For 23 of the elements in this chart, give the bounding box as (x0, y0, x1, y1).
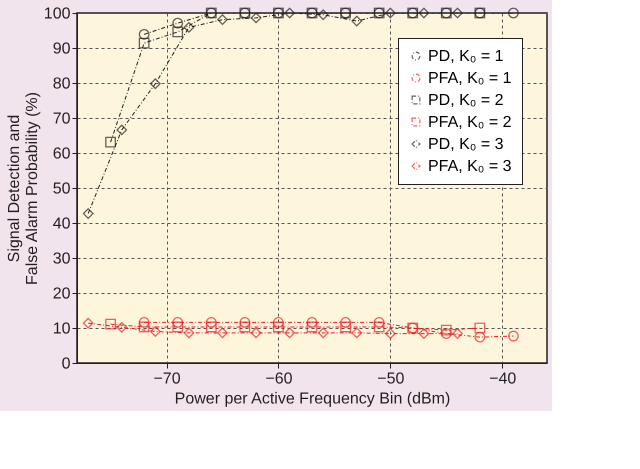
legend-label: PD, K₀ = 2 (428, 92, 504, 109)
y-tick-label: 20 (52, 286, 71, 302)
x-tick-label: −50 (377, 370, 405, 388)
y-tick-label: 40 (52, 216, 71, 232)
x-tick-label: −60 (265, 370, 293, 388)
y-tick-label: 0 (62, 356, 71, 372)
legend-label: PD, K₀ = 3 (428, 136, 504, 153)
y-tick-label: 50 (52, 180, 71, 198)
x-tick-label: −70 (153, 370, 181, 388)
y-tick-label: 30 (52, 250, 71, 268)
y-tick-label: 10 (52, 320, 71, 338)
x-tick-label: −40 (489, 370, 516, 388)
legend-label: PFA, K₀ = 3 (428, 158, 512, 175)
legend-label: PD, K₀ = 1 (428, 48, 504, 65)
x-axis-title: Power per Active Frequency Bin (dBm) (174, 390, 450, 408)
legend-label: PFA, K₀ = 1 (428, 70, 512, 87)
y-tick-label: 70 (52, 110, 71, 128)
y-tick-label: 60 (52, 146, 71, 162)
y-tick-label: 100 (44, 6, 71, 22)
legend-label: PFA, K₀ = 2 (428, 114, 512, 131)
y-tick-label: 90 (52, 40, 71, 58)
y-tick-label: 80 (52, 76, 71, 92)
y-axis-title: Signal Detection and False Alarm Probability (%) (6, 92, 41, 285)
